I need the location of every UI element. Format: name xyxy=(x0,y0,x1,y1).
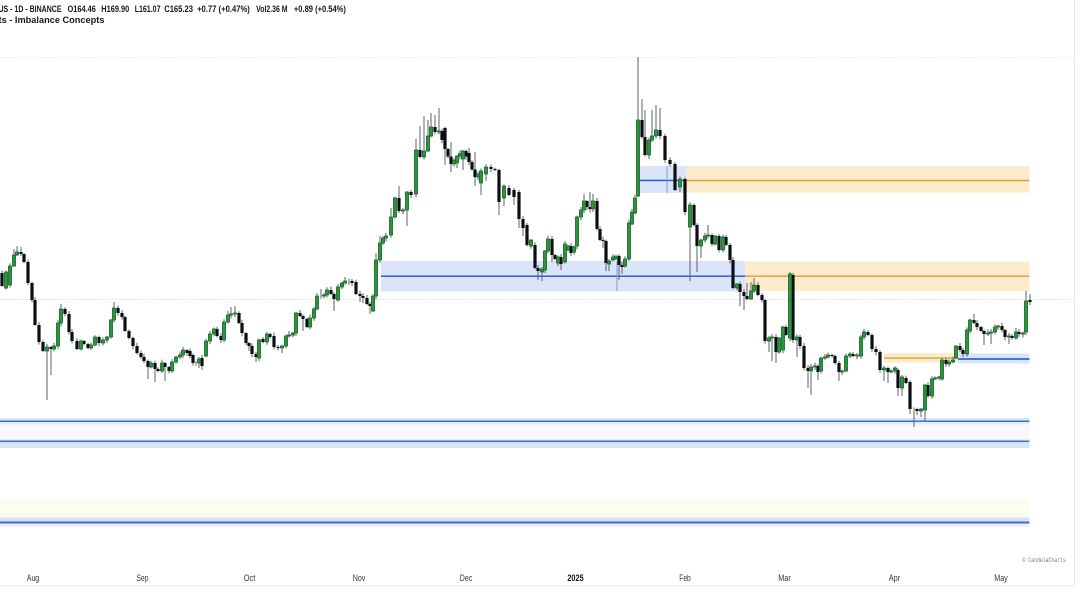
svg-text:US - 1D - BINANCE: US - 1D - BINANCE xyxy=(0,4,62,14)
svg-text:Sep: Sep xyxy=(137,573,149,583)
svg-text:May: May xyxy=(994,573,1008,583)
svg-text:Aug: Aug xyxy=(27,573,39,583)
svg-text:+0.89 (+0.54%): +0.89 (+0.54%) xyxy=(294,4,346,14)
svg-text:ts - Imbalance Concepts: ts - Imbalance Concepts xyxy=(0,15,105,25)
svg-text:2025: 2025 xyxy=(567,573,583,583)
svg-text:Mar: Mar xyxy=(778,573,791,583)
svg-text:Apr: Apr xyxy=(889,573,901,583)
svg-text:O164.46: O164.46 xyxy=(68,4,96,14)
svg-text:Vol2.36 M: Vol2.36 M xyxy=(256,4,288,14)
svg-text:© CandelaCharts: © CandelaCharts xyxy=(1023,556,1066,564)
svg-text:Nov: Nov xyxy=(353,573,366,583)
svg-text:Dec: Dec xyxy=(460,573,473,583)
svg-text:C165.23: C165.23 xyxy=(164,4,193,14)
svg-text:Feb: Feb xyxy=(679,573,691,583)
svg-text:+0.77 (+0.47%): +0.77 (+0.47%) xyxy=(197,4,250,14)
svg-text:H169.90: H169.90 xyxy=(101,4,129,14)
svg-text:L161.07: L161.07 xyxy=(135,4,161,14)
svg-text:Oct: Oct xyxy=(244,573,256,583)
